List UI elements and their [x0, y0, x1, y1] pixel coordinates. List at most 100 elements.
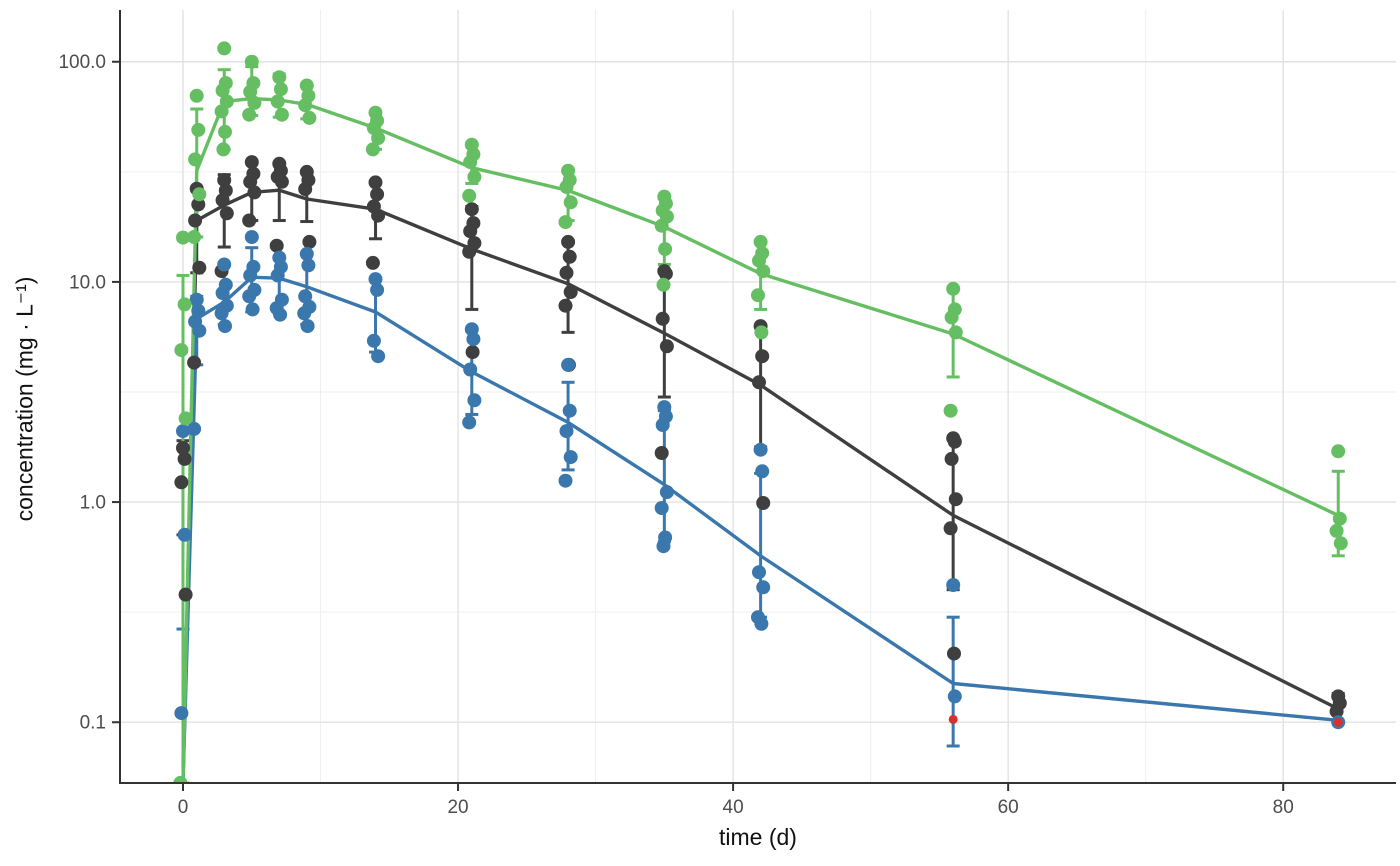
data-point: [273, 307, 288, 322]
x-tick-label: 80: [1273, 797, 1294, 818]
data-point: [462, 188, 477, 203]
data-point: [242, 107, 257, 122]
data-point: [943, 521, 958, 536]
data-point: [174, 475, 189, 490]
data-point: [654, 501, 669, 515]
data-point: [178, 587, 193, 602]
data-point: [462, 415, 477, 430]
data-point: [370, 282, 385, 297]
data-point: [174, 343, 189, 358]
data-point: [1329, 704, 1344, 719]
data-point: [242, 289, 257, 304]
data-point: [174, 706, 189, 721]
x-tick-label: 20: [447, 797, 468, 818]
data-point: [755, 349, 770, 364]
data-point: [371, 208, 386, 223]
data-point: [188, 152, 203, 167]
axis-ticks: [112, 60, 1285, 791]
data-point: [187, 355, 202, 370]
data-point: [273, 82, 288, 97]
data-point: [301, 258, 316, 273]
data-point: [943, 403, 958, 418]
data-point: [242, 213, 257, 228]
data-point: [365, 142, 380, 157]
y-tick-label: 10.0: [69, 272, 106, 293]
data-point: [562, 403, 577, 418]
data-point: [272, 70, 287, 85]
data-point: [173, 775, 188, 783]
data-point: [947, 434, 962, 449]
data-point: [1331, 444, 1346, 459]
data-point: [559, 424, 574, 439]
data-point: [659, 485, 674, 500]
data-point: [1333, 536, 1348, 551]
data-point: [944, 310, 959, 325]
points-green: [173, 41, 1348, 783]
data-point: [563, 285, 578, 299]
data-point: [217, 257, 232, 272]
data-point: [218, 319, 232, 334]
data-point: [270, 268, 285, 283]
y-axis-title: concentration (mg · L⁻¹): [11, 276, 38, 522]
data-point: [563, 450, 578, 465]
data-point: [656, 539, 671, 554]
data-point: [247, 95, 262, 110]
data-point: [655, 418, 670, 432]
data-point: [219, 206, 234, 221]
data-point: [299, 78, 314, 93]
data-point: [561, 357, 576, 372]
data-point: [243, 84, 258, 99]
data-point: [300, 319, 315, 334]
data-point: [1332, 511, 1347, 526]
data-point: [370, 187, 385, 202]
data-point: [655, 311, 670, 326]
data-point: [217, 41, 232, 56]
data-point: [187, 230, 202, 244]
x-tick-label: 0: [178, 797, 189, 818]
data-point: [217, 173, 232, 188]
data-point: [192, 323, 207, 338]
data-point: [654, 446, 669, 460]
data-point: [176, 424, 190, 439]
data-point: [269, 238, 284, 253]
data-point: [189, 292, 204, 307]
data-point: [463, 362, 478, 377]
data-point: [558, 298, 573, 313]
data-point: [247, 185, 262, 200]
data-point: [368, 272, 383, 287]
data-point: [754, 616, 769, 631]
data-point: [302, 234, 317, 249]
flagged-point: [1333, 717, 1343, 727]
data-point: [187, 421, 202, 436]
data-point: [215, 83, 230, 98]
data-point: [658, 266, 673, 281]
y-tick-label: 1.0: [80, 493, 106, 514]
data-point: [192, 260, 207, 275]
data-point: [191, 303, 206, 318]
data-point: [243, 174, 258, 189]
data-point: [192, 187, 207, 202]
data-point: [756, 264, 771, 279]
data-point: [756, 496, 771, 510]
x-tick-label: 40: [723, 797, 744, 818]
data-point: [462, 244, 477, 259]
data-point: [944, 451, 959, 466]
data-point: [371, 349, 386, 364]
x-axis-title: time (d): [719, 824, 797, 850]
data-point: [244, 230, 259, 244]
tick-labels: 0 20 40 60 80 100.0 10.0 1.0 0.1: [58, 52, 1293, 818]
minor-gridlines: [120, 10, 1396, 783]
data-point: [299, 246, 314, 261]
data-point: [371, 131, 386, 146]
data-point: [214, 306, 229, 321]
y-tick-label: 100.0: [58, 52, 106, 73]
data-point: [176, 441, 190, 455]
data-point: [243, 268, 258, 283]
data-point: [658, 242, 673, 257]
data-point: [298, 98, 313, 113]
y-tick-label: 0.1: [80, 713, 106, 734]
data-point: [298, 182, 313, 197]
flagged-points: [948, 714, 1343, 727]
data-point: [214, 104, 229, 119]
data-point: [298, 289, 313, 304]
